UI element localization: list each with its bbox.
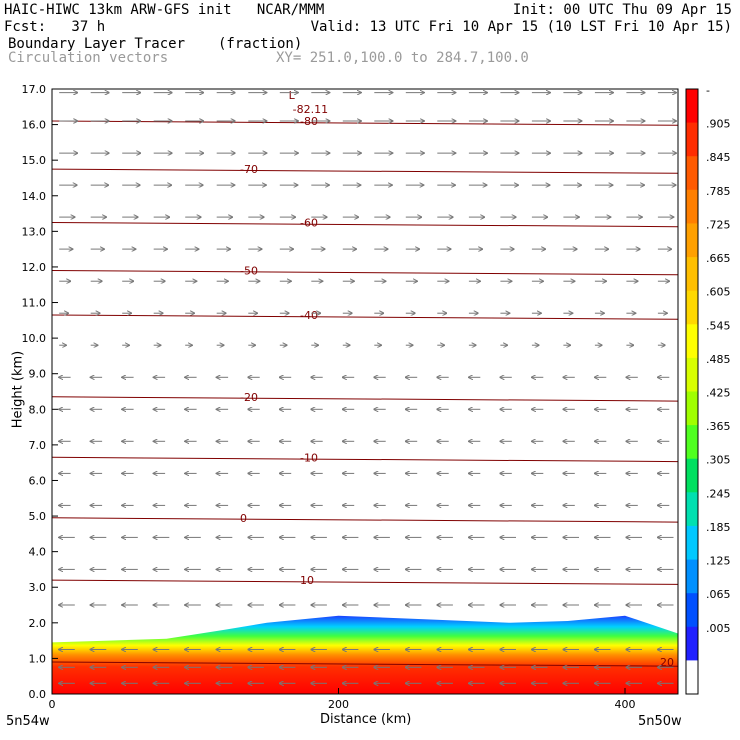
y-tick-label: 9.0 xyxy=(29,368,47,381)
y-tick-label: 1.0 xyxy=(29,652,47,665)
y-tick-label: 8.0 xyxy=(29,403,47,416)
contour-label: 10 xyxy=(300,574,314,587)
y-tick-label: 10.0 xyxy=(22,332,47,345)
colorbar-swatch xyxy=(686,559,698,594)
temperature-contour xyxy=(51,270,679,276)
colorbar-swatch xyxy=(686,324,698,359)
contour-label: 0 xyxy=(240,512,247,525)
colorbar-label: .065 xyxy=(706,588,731,601)
colorbar-frame xyxy=(685,88,699,695)
contour-label: -60 xyxy=(300,217,318,230)
cross-section-coords: XY= 251.0,100.0 to 284.7,100.0 xyxy=(276,50,529,66)
contour-label: -20 xyxy=(240,391,258,404)
header-line2-right: Valid: 13 UTC Fri 10 Apr 15 (10 LST Fri … xyxy=(310,19,732,35)
y-tick-label: 6.0 xyxy=(29,474,47,487)
colorbar-label: .785 xyxy=(706,185,731,198)
colorbar-label: .245 xyxy=(706,487,731,500)
y-tick-label: 12.0 xyxy=(22,261,47,274)
y-axis-title: Height (km) xyxy=(10,350,26,429)
colorbar-label: .425 xyxy=(706,387,731,400)
colorbar-label: .125 xyxy=(706,555,731,568)
plot-frame xyxy=(51,88,679,695)
y-tick-label: 14.0 xyxy=(22,190,47,203)
y-tick-label: 5.0 xyxy=(29,510,47,523)
colorbar-label: .665 xyxy=(706,252,731,265)
colorbar-label: .545 xyxy=(706,319,731,332)
colorbar-swatch xyxy=(686,189,698,224)
temperature-contour xyxy=(51,222,679,228)
y-tick-label: 17.0 xyxy=(22,83,47,96)
x-right-endpoint: 5n50w xyxy=(638,714,682,729)
header-line2-left: Fcst: 37 h xyxy=(4,19,106,35)
x-axis-title: Distance (km) xyxy=(320,712,412,727)
colorbar-label: .845 xyxy=(706,151,731,164)
temperature-contour xyxy=(51,661,679,667)
temperature-contour xyxy=(51,168,679,174)
colorbar-label: .005 xyxy=(706,622,731,635)
header-line1-left: HAIC-HIWC 13km ARW-GFS init NCAR/MMM xyxy=(4,2,325,18)
colorbar-label: .605 xyxy=(706,286,731,299)
contour-label: 20 xyxy=(660,656,674,669)
colorbar-swatch xyxy=(686,492,698,527)
tracer-field xyxy=(52,615,678,694)
colorbar-swatch xyxy=(686,257,698,292)
y-tick-label: 13.0 xyxy=(22,225,47,238)
temperature-contour xyxy=(51,579,679,585)
contour-label: -50 xyxy=(240,265,258,278)
colorbar-swatch xyxy=(686,290,698,325)
colorbar-swatch xyxy=(686,122,698,157)
colorbar-swatch xyxy=(686,89,698,124)
colorbar-swatch xyxy=(686,626,698,661)
vector-title: Circulation vectors xyxy=(8,50,169,66)
colorbar-label: .485 xyxy=(706,353,731,366)
temperature-contour xyxy=(51,120,679,126)
minimum-marker: L xyxy=(289,89,296,102)
temperature-contour xyxy=(51,517,679,523)
y-tick-label: 2.0 xyxy=(29,617,47,630)
y-tick-label: 7.0 xyxy=(29,439,47,452)
temperature-contour xyxy=(51,314,679,320)
contour-label: -70 xyxy=(240,163,258,176)
colorbar-label: .905 xyxy=(706,118,731,131)
field-title: Boundary Layer Tracer xyxy=(8,36,186,52)
colorbar-swatch xyxy=(686,357,698,392)
colorbar-swatch xyxy=(686,458,698,493)
temperature-contour xyxy=(51,456,679,463)
header-line1-right: Init: 00 UTC Thu 09 Apr 15 xyxy=(512,2,732,18)
x-tick-label: 0 xyxy=(49,698,56,711)
y-tick-label: 15.0 xyxy=(22,154,47,167)
colorbar-label: .185 xyxy=(706,521,731,534)
y-tick-label: 11.0 xyxy=(22,297,47,310)
y-tick-label: 16.0 xyxy=(22,119,47,132)
colorbar-label: - xyxy=(706,84,710,97)
minimum-value: -82.11 xyxy=(293,103,328,116)
colorbar-swatch xyxy=(686,425,698,460)
x-tick-label: 400 xyxy=(614,698,635,711)
colorbar-swatch xyxy=(686,156,698,191)
temperature-contour xyxy=(51,396,679,402)
colorbar-swatch xyxy=(686,593,698,628)
y-tick-label: 0.0 xyxy=(29,688,47,701)
colorbar-label: .725 xyxy=(706,218,731,231)
colorbar-swatch xyxy=(686,660,698,695)
colorbar-swatch xyxy=(686,223,698,258)
field-units: (fraction) xyxy=(218,36,303,52)
y-tick-label: 3.0 xyxy=(29,581,47,594)
y-tick-label: 4.0 xyxy=(29,546,47,559)
x-tick-label: 200 xyxy=(328,698,349,711)
colorbar-label: .365 xyxy=(706,420,731,433)
colorbar-label: .305 xyxy=(706,454,731,467)
x-left-endpoint: 5n54w xyxy=(6,714,50,729)
contour-label: -10 xyxy=(300,451,318,464)
colorbar-swatch xyxy=(686,391,698,426)
colorbar-swatch xyxy=(686,525,698,560)
contour-label: -80 xyxy=(300,115,318,128)
contour-label: -40 xyxy=(300,309,318,322)
